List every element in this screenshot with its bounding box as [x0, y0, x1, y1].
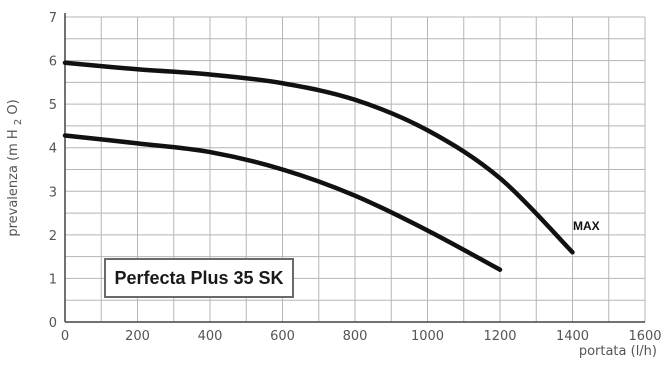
x-tick-label: 600 — [270, 329, 295, 344]
x-tick-label: 400 — [198, 329, 223, 344]
y-tick-labels: 0 1 2 3 4 5 6 7 — [49, 11, 57, 331]
y-tick-label: 5 — [49, 98, 57, 113]
y-tick-label: 3 — [49, 185, 57, 200]
max-curve-line — [62, 60, 575, 255]
x-tick-label: 1200 — [483, 329, 516, 344]
y-tick-label: 6 — [49, 55, 57, 70]
y-tick-label: 0 — [49, 316, 57, 331]
x-tick-label: 1000 — [411, 329, 444, 344]
x-tick-label: 200 — [125, 329, 150, 344]
y-tick-label: 1 — [49, 272, 57, 287]
model-name-label: Perfecta Plus 35 SK — [114, 267, 284, 288]
y-axis-title-main: prevalenza (m H — [6, 129, 21, 236]
y-tick-label: 2 — [49, 229, 57, 244]
y-axis-title-tail: O) — [6, 99, 21, 114]
x-tick-label: 1600 — [628, 329, 661, 344]
x-tick-label: 1400 — [556, 329, 589, 344]
y-axis-title: prevalenza (m H 2 O) — [6, 99, 25, 236]
max-curve-label: MAX — [573, 219, 600, 233]
series-lines — [62, 60, 575, 272]
x-axis-title: portata (l/h) — [579, 344, 657, 359]
x-tick-labels: 0 200 400 600 800 1000 1200 1400 1600 — [61, 329, 662, 344]
min-curve-line — [62, 133, 503, 272]
x-tick-label: 800 — [343, 329, 368, 344]
x-tick-label: 0 — [61, 329, 69, 344]
y-tick-label: 4 — [49, 142, 57, 157]
y-axis-title-sub: 2 — [13, 119, 24, 125]
model-name-box: Perfecta Plus 35 SK — [104, 258, 294, 298]
y-tick-label: 7 — [49, 11, 57, 26]
